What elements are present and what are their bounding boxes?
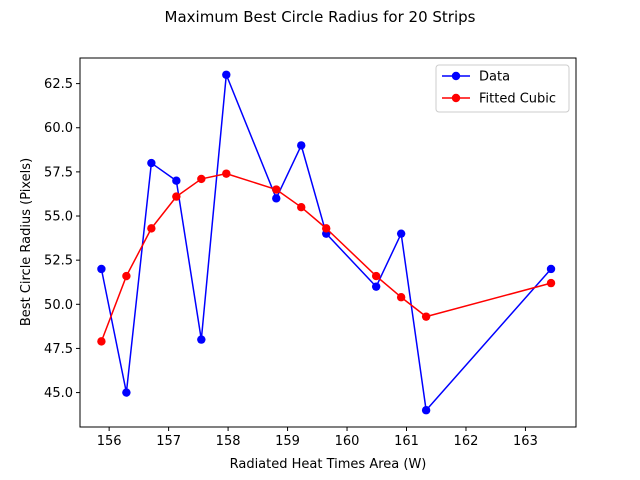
x-tick-label: 160 bbox=[335, 434, 360, 449]
legend: Data Fitted Cubic bbox=[435, 64, 570, 113]
data-point bbox=[546, 278, 556, 288]
x-tick-label: 163 bbox=[513, 434, 538, 449]
data-point bbox=[222, 169, 231, 178]
data-point bbox=[172, 176, 181, 185]
data-point bbox=[421, 312, 431, 321]
legend-marker-0 bbox=[451, 71, 461, 81]
y-axis-label: Best Circle Radius (Pixels) bbox=[19, 158, 34, 326]
data-point bbox=[272, 185, 281, 194]
data-point bbox=[371, 282, 381, 291]
series-0 bbox=[97, 70, 556, 415]
data-point bbox=[297, 141, 306, 150]
data-point bbox=[97, 337, 106, 346]
y-tick-label: 47.5 bbox=[44, 342, 73, 357]
data-point bbox=[197, 335, 206, 344]
data-point bbox=[147, 224, 156, 233]
data-point bbox=[546, 264, 556, 274]
x-axis-label: Radiated Heat Times Area (W) bbox=[230, 457, 427, 472]
data-point bbox=[421, 406, 431, 415]
data-point bbox=[197, 174, 206, 184]
legend-label-1: Fitted Cubic bbox=[479, 92, 556, 107]
data-point bbox=[297, 202, 306, 212]
y-tick-label: 45.0 bbox=[44, 386, 73, 401]
y-tick-label: 62.5 bbox=[44, 77, 73, 92]
series-1 bbox=[97, 169, 556, 346]
legend-label-0: Data bbox=[479, 70, 510, 85]
legend-marker-1 bbox=[451, 93, 461, 103]
data-point bbox=[371, 271, 381, 281]
axes-frame bbox=[79, 57, 577, 428]
plot-area: 156 157 158 159 160 161 162 163 45.0 47.5 50.0 52.5… bbox=[44, 57, 577, 449]
x-tick-label: 159 bbox=[275, 434, 300, 449]
data-point bbox=[97, 264, 106, 274]
data-point bbox=[122, 271, 131, 281]
x-tick-label: 157 bbox=[156, 434, 181, 449]
data-point bbox=[272, 194, 281, 203]
y-tick-label: 55.0 bbox=[44, 210, 73, 225]
data-point bbox=[396, 229, 406, 238]
data-point bbox=[122, 388, 131, 397]
y-tick-label: 60.0 bbox=[44, 121, 73, 136]
y-tick-label: 52.5 bbox=[44, 254, 73, 269]
data-point bbox=[172, 192, 181, 201]
data-point bbox=[147, 158, 156, 168]
data-point bbox=[322, 224, 331, 233]
x-tick-label: 156 bbox=[97, 434, 122, 449]
chart-title: Maximum Best Circle Radius for 20 Strips bbox=[165, 8, 476, 26]
y-tick-label: 50.0 bbox=[44, 298, 73, 313]
x-tick-label: 162 bbox=[454, 434, 479, 449]
data-point bbox=[396, 293, 406, 302]
x-tick-label: 161 bbox=[394, 434, 419, 449]
y-tick-label: 57.5 bbox=[44, 165, 73, 180]
data-point bbox=[222, 70, 231, 79]
x-tick-label: 158 bbox=[216, 434, 241, 449]
